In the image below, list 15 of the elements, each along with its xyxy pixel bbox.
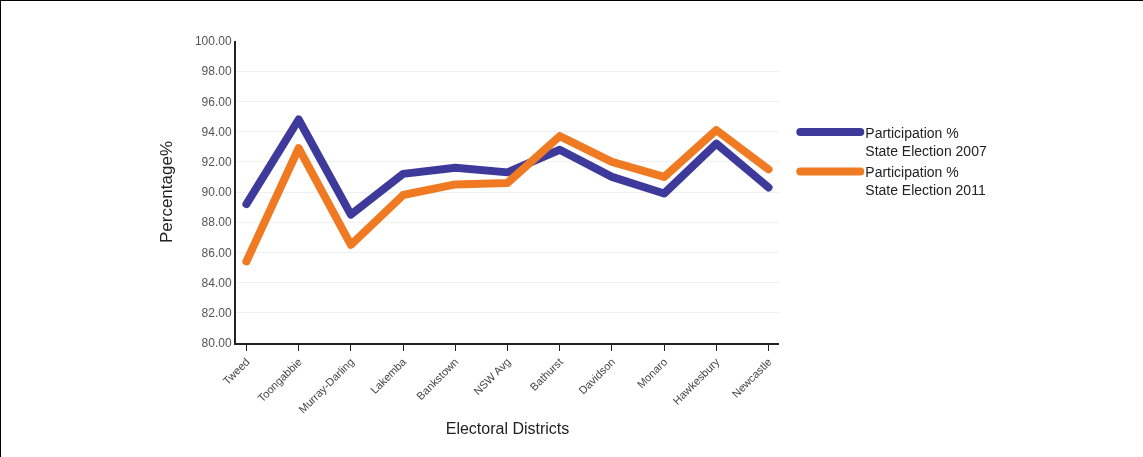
y-tick-label: 86.00 [201,245,232,260]
x-axis-title: Electoral Districts [445,419,570,437]
y-tick-label: 80.00 [201,336,232,351]
y-tick-label: 98.00 [201,64,232,79]
y-tick-label: 100.00 [194,34,232,49]
y-tick-label: 90.00 [201,185,232,200]
y-tick-label: 96.00 [201,94,232,109]
legend-label: Participation % State Election 2011 [865,163,986,199]
y-axis-title: Percentage% [156,140,176,244]
legend-label: Participation % State Election 2007 [865,124,987,159]
y-tick-label: 82.00 [201,306,232,320]
y-tick-label: 88.00 [201,215,232,230]
y-tick-label: 94.00 [201,124,232,139]
y-tick-label: 84.00 [201,275,232,290]
y-tick-label: 92.00 [201,155,232,169]
